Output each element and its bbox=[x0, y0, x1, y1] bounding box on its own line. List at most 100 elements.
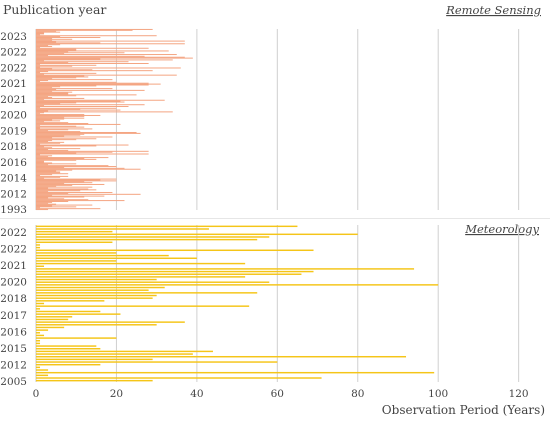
meteorology-bar bbox=[36, 374, 49, 377]
remote-sensing-bar bbox=[36, 101, 125, 103]
meteorology-bar bbox=[36, 230, 113, 233]
remote-sensing-bar bbox=[36, 146, 45, 148]
remote-sensing-bar bbox=[36, 192, 113, 194]
remote-sensing-bar bbox=[36, 50, 169, 52]
meteorology-year-tick-label: 2016 bbox=[0, 326, 27, 338]
remote-sensing-bar bbox=[36, 166, 65, 168]
meteorology-bar bbox=[36, 332, 41, 334]
remote-sensing-bar bbox=[36, 176, 61, 178]
remote-sensing-bar bbox=[36, 200, 69, 202]
remote-sensing-bar bbox=[36, 87, 53, 89]
remote-sensing-bar bbox=[36, 64, 97, 66]
x-tick-label: 40 bbox=[190, 388, 203, 400]
remote-sensing-bar bbox=[36, 174, 53, 176]
remote-sensing-bar bbox=[36, 170, 57, 172]
meteorology-bar bbox=[36, 342, 41, 345]
remote-sensing-year-tick-label: 1993 bbox=[0, 204, 27, 216]
remote-sensing-bar bbox=[36, 56, 185, 58]
meteorology-year-tick-label: 2017 bbox=[0, 310, 27, 322]
remote-sensing-year-tick-label: 2019 bbox=[0, 125, 27, 137]
remote-sensing-bar bbox=[36, 99, 165, 101]
remote-sensing-bar bbox=[36, 70, 153, 72]
remote-sensing-bar bbox=[36, 95, 77, 97]
remote-sensing-bar bbox=[36, 68, 53, 70]
remote-sensing-bar bbox=[36, 138, 97, 140]
remote-sensing-bar bbox=[36, 169, 73, 171]
meteorology-bar bbox=[36, 233, 358, 236]
x-tick-label: 120 bbox=[509, 388, 529, 400]
remote-sensing-bar bbox=[36, 133, 85, 135]
meteorology-bar bbox=[36, 313, 121, 315]
meteorology-bar bbox=[36, 371, 435, 374]
remote-sensing-bar bbox=[36, 147, 53, 149]
remote-sensing-bar bbox=[36, 131, 137, 133]
remote-sensing-year-tick-label: 2022 bbox=[0, 63, 27, 75]
remote-sensing-bar bbox=[36, 81, 117, 83]
remote-sensing-year-tick-label: 2020 bbox=[0, 110, 27, 122]
remote-sensing-bar bbox=[36, 203, 57, 205]
remote-sensing-bar bbox=[36, 191, 49, 193]
remote-sensing-bar bbox=[36, 42, 101, 44]
remote-sensing-year-tick-label: 2021 bbox=[0, 94, 27, 106]
meteorology-bar bbox=[36, 228, 209, 230]
meteorology-bar bbox=[36, 337, 117, 339]
remote-sensing-bar bbox=[36, 135, 65, 137]
remote-sensing-bar bbox=[36, 33, 45, 35]
remote-sensing-bar bbox=[36, 89, 145, 91]
remote-sensing-bar bbox=[36, 44, 61, 46]
meteorology-bar bbox=[36, 363, 101, 366]
remote-sensing-panel: Publication year Remote Sensing 2023 2022… bbox=[0, 2, 541, 216]
remote-sensing-bar bbox=[36, 144, 129, 146]
remote-sensing-bar bbox=[36, 52, 125, 54]
meteorology-bar bbox=[36, 377, 322, 379]
remote-sensing-bar bbox=[36, 93, 69, 95]
meteorology-bar bbox=[36, 353, 193, 355]
remote-sensing-bar bbox=[36, 155, 53, 157]
remote-sensing-bar bbox=[36, 34, 41, 36]
remote-sensing-bar bbox=[36, 123, 121, 125]
remote-sensing-bar bbox=[36, 82, 149, 84]
remote-sensing-bar bbox=[36, 172, 61, 174]
remote-sensing-bar bbox=[36, 60, 45, 62]
remote-sensing-bar bbox=[36, 165, 109, 167]
remote-sensing-bar bbox=[36, 127, 41, 129]
remote-sensing-bar bbox=[36, 196, 85, 198]
meteorology-bar bbox=[36, 281, 270, 283]
remote-sensing-bar bbox=[36, 112, 45, 114]
remote-sensing-bar bbox=[36, 75, 85, 77]
meteorology-bar bbox=[36, 289, 149, 291]
remote-sensing-bar bbox=[36, 129, 69, 131]
remote-sensing-bar bbox=[36, 163, 77, 165]
remote-sensing-bar bbox=[36, 45, 53, 47]
remote-sensing-bar bbox=[36, 123, 89, 125]
remote-sensing-bar bbox=[36, 150, 149, 152]
remote-sensing-bar bbox=[36, 72, 97, 74]
meteorology-year-labels: 2022 2022 2021 2020 2018 2017 2016 2015 2012 2005 bbox=[0, 227, 27, 388]
remote-sensing-bar bbox=[36, 31, 61, 33]
remote-sensing-bar bbox=[36, 32, 45, 34]
remote-sensing-bar bbox=[36, 153, 149, 155]
remote-sensing-bar bbox=[36, 111, 173, 113]
meteorology-bar bbox=[36, 265, 45, 267]
remote-sensing-bar bbox=[36, 51, 69, 53]
meteorology-bar bbox=[36, 350, 213, 353]
x-tick-label: 60 bbox=[271, 388, 284, 400]
remote-sensing-bar bbox=[36, 207, 41, 209]
remote-sensing-bar bbox=[36, 143, 41, 145]
remote-sensing-bar bbox=[36, 92, 69, 94]
remote-sensing-bar bbox=[36, 45, 49, 47]
meteorology-year-tick-label: 2005 bbox=[0, 376, 27, 388]
remote-sensing-bar bbox=[36, 193, 141, 195]
meteorology-bar bbox=[36, 257, 197, 259]
remote-sensing-bar bbox=[36, 134, 81, 136]
remote-sensing-bar bbox=[36, 124, 41, 126]
meteorology-bar bbox=[36, 262, 246, 265]
meteorology-bar bbox=[36, 294, 157, 297]
remote-sensing-bar bbox=[36, 168, 141, 170]
remote-sensing-bar bbox=[36, 189, 97, 191]
remote-sensing-bar bbox=[36, 66, 41, 68]
remote-sensing-bar bbox=[36, 43, 185, 45]
meteorology-year-tick-label: 2015 bbox=[0, 343, 27, 355]
meteorology-bar bbox=[36, 292, 258, 294]
remote-sensing-bar bbox=[36, 84, 149, 86]
